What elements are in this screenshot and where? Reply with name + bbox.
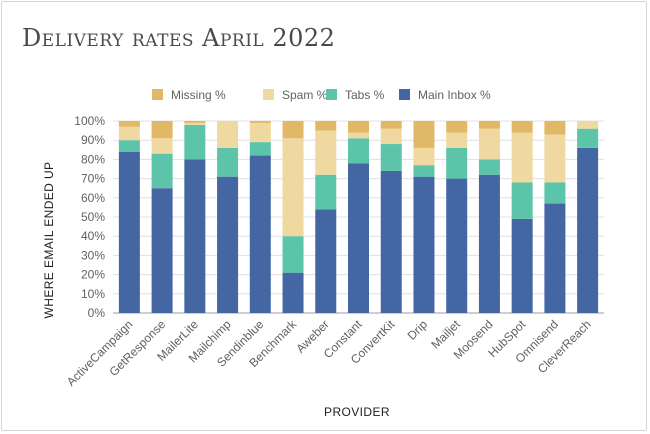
bar-segment: [544, 182, 566, 204]
bar-segment: [249, 121, 271, 123]
bar-segment: [118, 140, 140, 152]
bar-segment: [217, 147, 239, 177]
x-axis-label: PROVIDER: [324, 405, 390, 419]
legend-label: Tabs %: [345, 88, 385, 102]
bar-segment: [478, 121, 500, 129]
y-tick-label: 70%: [81, 172, 105, 186]
y-tick-label: 10%: [81, 287, 105, 301]
bar-segment: [282, 138, 304, 237]
chart-title: Delivery rates April 2022: [22, 24, 335, 52]
bar-segment: [380, 170, 402, 313]
bar-segment: [380, 144, 402, 171]
bar-segment: [446, 121, 468, 133]
bar-segment: [348, 121, 369, 133]
bar-segment: [184, 121, 206, 123]
bar-segment: [478, 128, 500, 160]
bar-segment: [315, 130, 337, 175]
bar-segment: [544, 203, 566, 313]
bar-segment: [413, 147, 435, 166]
bar-segment: [151, 138, 173, 154]
bar-segment: [282, 121, 304, 139]
bars: [118, 121, 599, 313]
bar-segment: [511, 182, 533, 219]
x-tick-label: Drip: [405, 317, 431, 343]
legend-swatch: [399, 89, 410, 100]
bar-segment: [511, 132, 533, 183]
y-tick-label: 60%: [81, 191, 105, 205]
bar-segment: [118, 126, 140, 141]
y-tick-label: 30%: [81, 248, 105, 262]
bar-segment: [348, 138, 369, 164]
bar-segment: [217, 121, 239, 148]
bar-segment: [478, 174, 500, 313]
y-axis-label: WHERE EMAIL ENDED UP: [42, 162, 56, 319]
x-axis-ticks: ActiveCampaignGetResponseMailerLiteMailc…: [64, 317, 594, 389]
bar-segment: [184, 124, 206, 160]
legend-label: Spam %: [282, 88, 328, 102]
bar-segment: [577, 121, 599, 129]
bar-segment: [249, 142, 271, 156]
bar-segment: [282, 236, 304, 273]
bar-segment: [511, 121, 533, 133]
y-tick-label: 90%: [81, 133, 105, 147]
bar-segment: [348, 163, 369, 313]
legend-swatch: [263, 89, 274, 100]
bar-segment: [446, 132, 468, 148]
bar-segment: [413, 121, 435, 148]
bar-segment: [348, 132, 369, 139]
bar-segment: [577, 147, 599, 313]
bar-segment: [249, 155, 271, 313]
bar-segment: [380, 121, 402, 129]
legend-swatch: [326, 89, 337, 100]
legend: Missing % Spam % Tabs % Main Inbox %: [152, 88, 491, 102]
bar-segment: [478, 159, 500, 175]
y-tick-label: 80%: [81, 152, 105, 166]
bar-segment: [151, 153, 173, 189]
bar-segment: [315, 174, 337, 210]
y-tick-label: 40%: [81, 229, 105, 243]
bar-segment: [184, 122, 206, 125]
bar-segment: [118, 121, 140, 127]
legend-label: Missing %: [171, 88, 226, 102]
bar-segment: [315, 121, 337, 131]
bar-segment: [577, 128, 599, 148]
bar-segment: [249, 122, 271, 143]
bar-segment: [511, 218, 533, 313]
y-tick-label: 100%: [74, 114, 105, 128]
bar-segment: [217, 176, 239, 313]
legend-swatch: [152, 89, 163, 100]
y-tick-label: 0%: [88, 306, 106, 320]
bar-segment: [118, 151, 140, 313]
bar-segment: [151, 188, 173, 313]
bar-segment: [315, 209, 337, 313]
bar-segment: [544, 134, 566, 183]
bar-segment: [151, 121, 173, 139]
y-tick-label: 20%: [81, 268, 105, 282]
bar-segment: [446, 178, 468, 313]
bar-segment: [446, 147, 468, 179]
bar-segment: [282, 272, 304, 313]
bar-segment: [413, 176, 435, 313]
bar-segment: [184, 159, 206, 313]
bar-segment: [544, 121, 566, 135]
y-tick-label: 50%: [81, 210, 105, 224]
bar-segment: [413, 165, 435, 177]
legend-label: Main Inbox %: [418, 88, 491, 102]
bar-segment: [380, 128, 402, 145]
